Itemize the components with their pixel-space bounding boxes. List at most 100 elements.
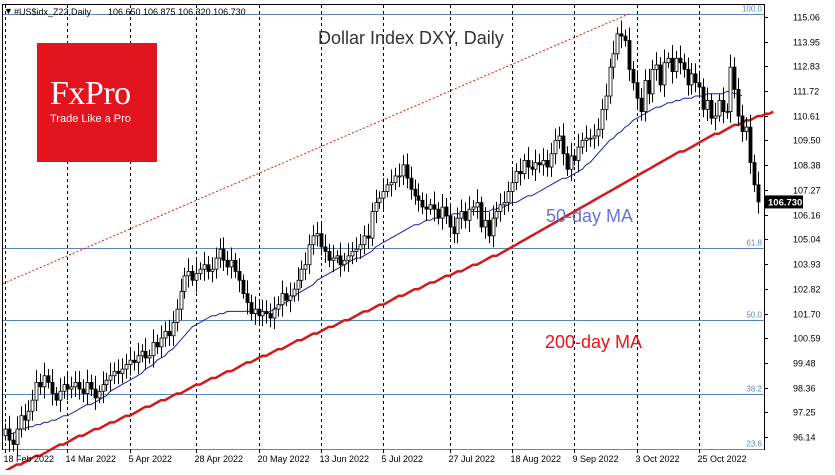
candle	[3, 428, 8, 437]
candle	[268, 313, 273, 319]
fxpro-logo: FxPro Trade Like a Pro	[37, 43, 157, 162]
candle	[494, 211, 499, 219]
candle	[736, 88, 741, 117]
y-tick-label: 107.27	[793, 186, 821, 196]
y-tick-label: 112.83	[793, 62, 820, 72]
candle	[389, 182, 394, 186]
candle	[19, 415, 24, 430]
candle	[338, 255, 343, 266]
candle	[346, 255, 351, 261]
candle	[475, 202, 480, 208]
candle	[280, 293, 285, 306]
candle	[604, 95, 609, 110]
candle	[721, 100, 726, 112]
y-tick-label: 101.70	[793, 310, 821, 320]
candle	[615, 33, 620, 55]
candle	[198, 268, 203, 275]
candle	[514, 171, 519, 184]
candle	[510, 182, 515, 192]
candle	[572, 155, 577, 161]
candle	[502, 202, 507, 206]
candle	[670, 57, 675, 72]
candle	[315, 233, 320, 237]
candle	[50, 381, 55, 394]
candle	[596, 128, 601, 137]
candle	[413, 188, 418, 197]
candle	[358, 244, 363, 250]
candle	[362, 235, 367, 246]
candle	[728, 66, 733, 112]
y-tick-label: 103.93	[793, 260, 821, 270]
candle	[190, 270, 195, 281]
candle	[627, 40, 632, 70]
candle	[143, 350, 148, 359]
ma200-annotation: 200-day MA	[545, 332, 642, 352]
candle	[257, 308, 262, 317]
candle	[424, 206, 429, 210]
last-price-label: 106.730	[768, 197, 802, 208]
candle	[167, 330, 172, 337]
candle	[202, 264, 207, 270]
candle	[561, 135, 566, 155]
candle	[709, 100, 714, 119]
candle	[705, 100, 710, 110]
candle	[377, 197, 382, 203]
candle	[756, 184, 761, 203]
candle	[69, 386, 74, 390]
candle	[11, 439, 16, 445]
candle	[444, 206, 449, 217]
candle	[588, 137, 593, 140]
candle	[498, 204, 503, 212]
y-tick-label: 115.06	[793, 13, 820, 23]
candle	[385, 184, 390, 192]
candle	[701, 86, 706, 110]
candle	[491, 217, 496, 237]
y-tick-label: 105.04	[793, 235, 821, 245]
fib-level-label: 23.6	[746, 440, 762, 449]
candle	[717, 100, 722, 117]
candle	[452, 226, 457, 235]
candle	[58, 390, 63, 401]
logo-tagline: Trade Like a Pro	[50, 113, 131, 125]
candle	[276, 304, 281, 310]
candle	[23, 415, 28, 421]
x-tick-label: 9 Sep 2022	[573, 454, 619, 464]
candle	[81, 388, 86, 394]
candle	[101, 384, 106, 392]
fib-level-label: 38.2	[746, 385, 762, 394]
y-tick-label: 97.25	[793, 408, 816, 418]
candle	[518, 171, 523, 175]
candle	[405, 164, 410, 179]
y-axis: 115.06 113.95 112.83 111.72 110.61 109.50 108.…	[764, 13, 821, 443]
header-instrument: #US$idx_Z22,Daily	[14, 7, 92, 17]
candle	[112, 370, 117, 377]
x-tick-label: 3 Oct 2022	[636, 454, 680, 464]
candle	[73, 381, 78, 388]
candle	[179, 290, 184, 310]
candle	[689, 73, 694, 86]
candle	[678, 57, 683, 64]
x-tick-label: 18 Feb 2022	[4, 454, 55, 464]
candle	[163, 330, 168, 339]
candle	[545, 159, 550, 168]
candle	[97, 390, 102, 399]
candle	[647, 80, 652, 95]
candle	[221, 248, 226, 261]
candle	[140, 350, 145, 357]
candle	[580, 140, 585, 148]
x-tick-label: 20 May 2022	[258, 454, 310, 464]
trend-line	[2, 13, 630, 285]
candle	[522, 159, 527, 175]
candle	[611, 53, 616, 68]
candle	[335, 255, 340, 259]
candle	[650, 68, 655, 95]
candle	[233, 259, 238, 272]
candle	[471, 206, 476, 210]
candle	[272, 308, 277, 319]
candle	[296, 279, 301, 290]
candle	[631, 68, 636, 84]
candle	[284, 293, 289, 301]
candle	[237, 270, 242, 281]
candle	[288, 295, 293, 301]
